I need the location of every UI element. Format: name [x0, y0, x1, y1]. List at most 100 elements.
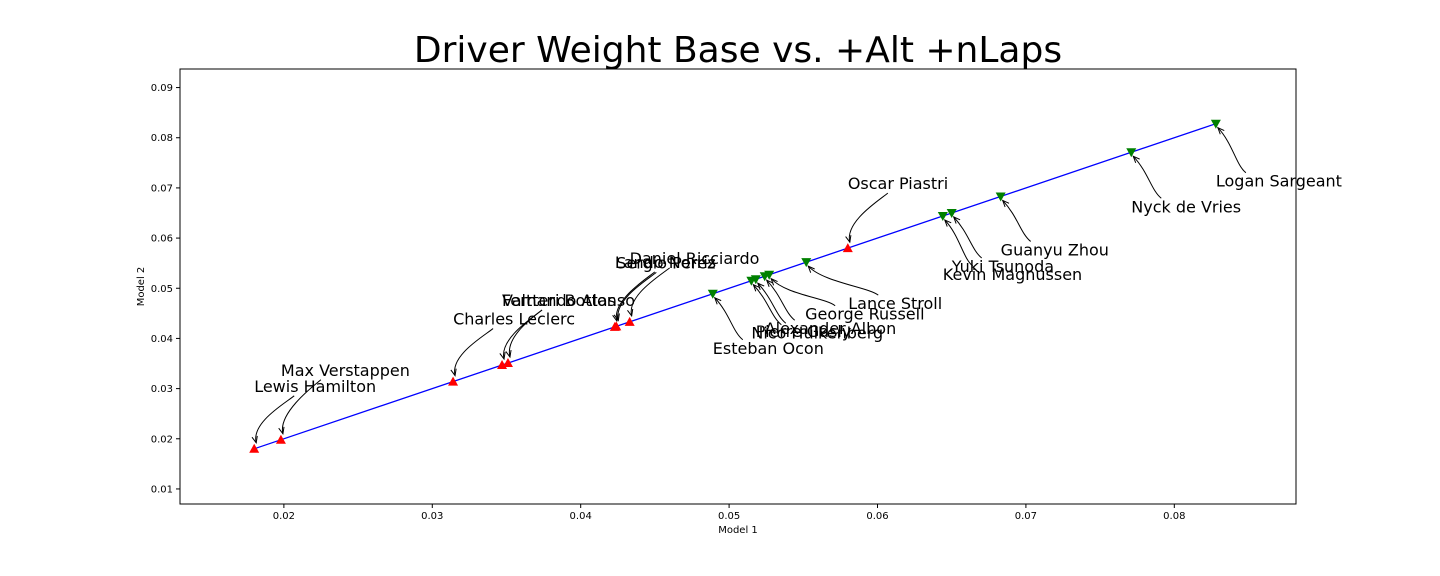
annotation-arrowhead	[505, 350, 512, 359]
annotation-arrow	[630, 267, 670, 316]
data-point-marker	[1210, 119, 1221, 129]
annotation-arrow	[766, 279, 796, 321]
x-tick-label: 0.03	[421, 511, 443, 522]
data-point-marker	[611, 321, 622, 331]
point-label: Lewis Hamilton	[254, 377, 376, 396]
annotation-arrow	[848, 192, 889, 243]
y-tick-label: 0.01	[151, 484, 173, 495]
annotation-arrowhead	[713, 296, 722, 305]
data-point-marker	[764, 270, 775, 280]
annotation-arrowhead	[1132, 155, 1140, 164]
point-label: Logan Sargeant	[1216, 172, 1342, 191]
chart-title: Driver Weight Base vs. +Alt +nLaps	[414, 30, 1062, 71]
annotation-arrow	[1002, 200, 1032, 242]
point-label: Lando Norris	[615, 253, 716, 272]
data-point-marker	[1126, 148, 1137, 158]
annotation-arrowhead	[943, 219, 952, 227]
annotation-arrow	[752, 284, 782, 326]
annotation-arrowhead	[845, 235, 852, 244]
annotation-arrowhead	[756, 282, 765, 290]
annotation-arrow	[770, 278, 836, 307]
annotation-arrowhead	[450, 368, 457, 377]
annotation-arrow	[757, 282, 787, 324]
point-label: Lance Stroll	[848, 294, 942, 313]
annotation-arrow	[454, 328, 494, 376]
y-tick-label: 0.09	[151, 83, 173, 94]
point-label: Yuki Tsunoda	[951, 257, 1054, 276]
annotation-arrow	[508, 309, 543, 358]
point-label: Charles Leclerc	[453, 310, 575, 329]
point-label: Alexander Albon	[765, 319, 897, 338]
data-point-marker	[801, 258, 812, 268]
y-tick-label: 0.07	[151, 183, 173, 194]
annotation-arrowhead	[499, 352, 506, 361]
data-point-marker	[624, 316, 635, 326]
data-point-marker	[249, 443, 260, 453]
y-tick-label: 0.04	[151, 334, 173, 345]
annotation-arrowhead	[251, 435, 258, 445]
annotation-arrowhead	[807, 265, 815, 273]
annotation-arrow	[1217, 127, 1247, 174]
annotation-arrowhead	[1001, 199, 1010, 208]
annotation-arrow	[255, 395, 295, 443]
point-label: Fernando Alonso	[502, 291, 635, 310]
point-label: Daniel Ricciardo	[630, 249, 760, 268]
point-label: Max Verstappen	[281, 361, 410, 380]
x-tick-label: 0.08	[1163, 511, 1185, 522]
annotation-arrowhead	[770, 277, 778, 286]
annotation-arrowhead	[952, 216, 961, 224]
point-label: Oscar Piastri	[848, 174, 948, 193]
point-label: Kevin Magnussen	[943, 265, 1082, 284]
data-point-marker	[707, 289, 718, 299]
annotation-arrow	[615, 271, 656, 322]
x-tick-label: 0.06	[866, 511, 888, 522]
data-point-marker	[275, 434, 286, 444]
data-point-marker	[946, 208, 957, 218]
y-tick-label: 0.06	[151, 234, 173, 245]
annotation-arrowhead	[752, 283, 760, 292]
annotation-arrowhead	[627, 308, 634, 318]
axis-ticks: 0.02 0.03 0.04 0.05 0.06 0.07 0.08 0.01 0.02 0.03…	[151, 83, 1186, 522]
point-label: Guanyu Zhou	[1001, 240, 1109, 259]
x-tick-label: 0.02	[273, 511, 295, 522]
point-label: Valtteri Bottas	[502, 291, 616, 310]
y-tick-label: 0.03	[151, 384, 173, 395]
point-label: Nyck de Vries	[1131, 197, 1241, 216]
annotation-arrowhead	[613, 313, 620, 322]
annotation-arrow	[714, 297, 744, 341]
point-label: Esteban Ocon	[713, 339, 824, 358]
y-tick-label: 0.08	[151, 133, 173, 144]
data-point-marker	[750, 275, 761, 285]
series-line	[253, 123, 1217, 450]
x-tick-label: 0.04	[570, 511, 592, 522]
annotation-arrow	[282, 379, 322, 434]
point-label: Sergio Perez	[616, 253, 715, 272]
annotation-arrow	[953, 216, 983, 259]
x-tick-label: 0.05	[718, 511, 740, 522]
annotation-arrow	[944, 219, 974, 267]
x-axis-label: Model 1	[718, 525, 758, 536]
y-tick-label: 0.02	[151, 434, 173, 445]
y-axis-label: Model 2	[136, 267, 147, 307]
y-tick-label: 0.05	[151, 284, 173, 295]
point-label: Pierre Gasly	[756, 322, 852, 341]
annotation-arrowhead	[765, 279, 774, 287]
data-point-marker	[842, 243, 853, 253]
plot-area	[179, 68, 1297, 505]
annotation-arrow	[617, 271, 657, 321]
data-markers	[249, 119, 1221, 453]
x-tick-label: 0.07	[1015, 511, 1037, 522]
data-point-marker	[937, 212, 948, 222]
data-point-marker	[502, 358, 513, 368]
annotation-arrow	[807, 265, 879, 296]
diagonal-line	[253, 123, 1217, 450]
data-point-marker	[448, 376, 459, 386]
annotation-arrow	[1132, 155, 1162, 199]
point-label: Nico Hulkenberg	[751, 324, 883, 343]
annotation-arrowhead	[278, 426, 285, 436]
data-point-marker	[995, 192, 1006, 202]
point-label: George Russell	[805, 305, 924, 324]
annotation-arrowhead	[1216, 126, 1225, 135]
